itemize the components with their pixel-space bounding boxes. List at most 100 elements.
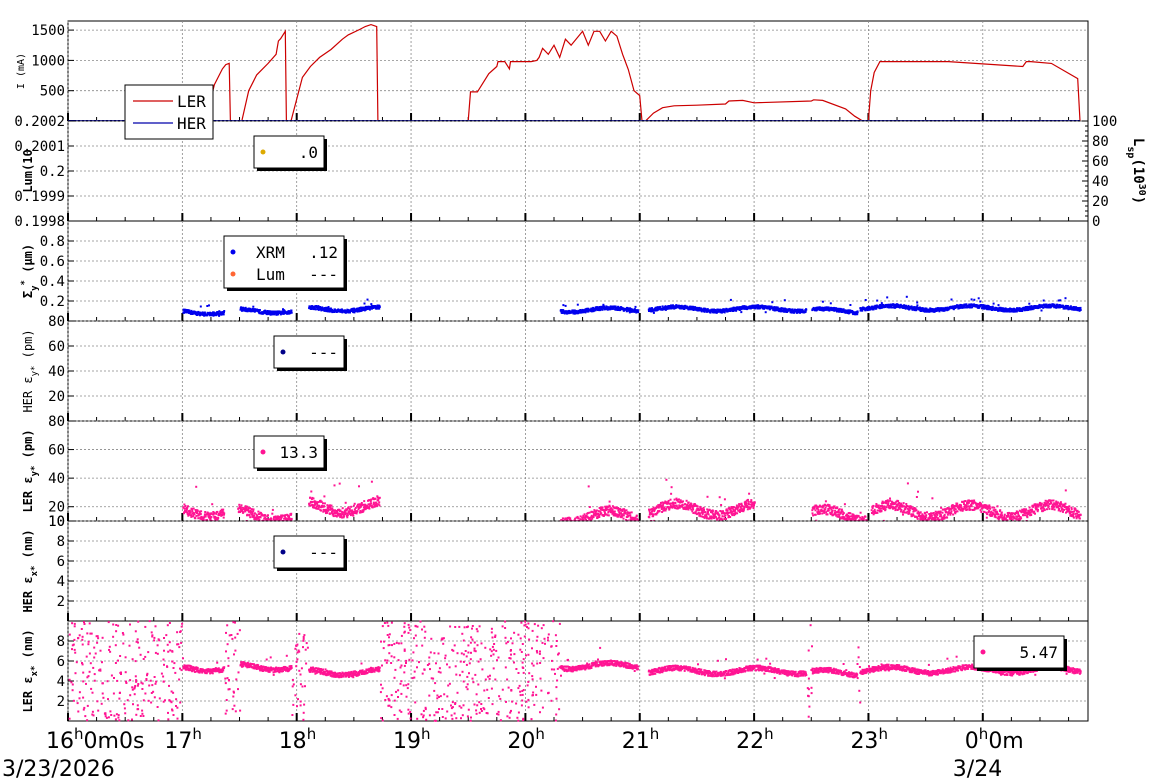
data-point bbox=[942, 307, 945, 310]
data-point bbox=[609, 509, 612, 512]
data-point bbox=[936, 517, 939, 520]
data-point bbox=[348, 510, 351, 513]
data-point bbox=[742, 508, 745, 511]
data-point bbox=[679, 499, 682, 502]
data-point bbox=[312, 497, 315, 500]
legend: .0 bbox=[253, 135, 327, 171]
data-point bbox=[871, 512, 873, 514]
data-point bbox=[985, 506, 987, 509]
data-point bbox=[1028, 308, 1031, 311]
data-point bbox=[965, 509, 968, 511]
data-point bbox=[311, 496, 314, 499]
data-point bbox=[237, 507, 240, 510]
data-point bbox=[290, 309, 293, 312]
data-point bbox=[600, 506, 603, 509]
data-point bbox=[661, 504, 664, 507]
data-point bbox=[662, 503, 665, 506]
data-point bbox=[356, 510, 359, 513]
data-point bbox=[651, 510, 653, 513]
data-point bbox=[337, 514, 340, 517]
data-point bbox=[956, 502, 959, 505]
data-point bbox=[828, 507, 831, 509]
data-point bbox=[679, 501, 682, 504]
data-point bbox=[1008, 310, 1011, 313]
data-point bbox=[939, 515, 941, 518]
data-point bbox=[629, 307, 632, 310]
data-point bbox=[650, 309, 653, 312]
data-point bbox=[848, 518, 851, 521]
data-point bbox=[1012, 512, 1015, 515]
data-point bbox=[891, 505, 894, 508]
data-point bbox=[908, 512, 910, 515]
data-point bbox=[953, 507, 956, 510]
data-point bbox=[950, 512, 953, 515]
data-point bbox=[1047, 303, 1050, 306]
data-point bbox=[1044, 304, 1047, 307]
data-point bbox=[1023, 508, 1026, 511]
data-point bbox=[1043, 509, 1046, 511]
data-point bbox=[257, 516, 260, 519]
data-point bbox=[941, 511, 944, 514]
data-point bbox=[204, 515, 207, 518]
data-point bbox=[258, 519, 261, 522]
data-point bbox=[722, 308, 725, 311]
data-point bbox=[271, 512, 274, 515]
data-point bbox=[197, 311, 200, 314]
data-point bbox=[620, 515, 623, 518]
data-point bbox=[313, 504, 315, 507]
data-point bbox=[310, 308, 313, 310]
data-point bbox=[937, 511, 940, 514]
data-point bbox=[685, 499, 688, 502]
data-point bbox=[1018, 307, 1021, 310]
data-point bbox=[1015, 309, 1018, 312]
data-point bbox=[368, 506, 371, 509]
data-point bbox=[241, 506, 244, 509]
data-point bbox=[586, 512, 589, 515]
data-point bbox=[887, 500, 890, 503]
data-point bbox=[1003, 515, 1006, 518]
data-point bbox=[922, 514, 925, 517]
data-point bbox=[203, 311, 206, 314]
data-point bbox=[188, 509, 191, 512]
data-point bbox=[950, 298, 953, 301]
data-point bbox=[836, 515, 839, 518]
data-point bbox=[608, 500, 611, 503]
data-point bbox=[780, 307, 783, 310]
data-point bbox=[1010, 518, 1013, 521]
data-point bbox=[1010, 516, 1013, 519]
data-point bbox=[314, 500, 317, 503]
data-point bbox=[875, 304, 878, 307]
data-point bbox=[886, 499, 889, 502]
data-point bbox=[1042, 306, 1045, 309]
data-point bbox=[729, 509, 732, 512]
data-point bbox=[987, 506, 990, 509]
data-point bbox=[1069, 307, 1072, 310]
data-point bbox=[1042, 509, 1045, 512]
data-point bbox=[667, 499, 670, 502]
data-point bbox=[963, 506, 966, 509]
y-tick-label: 0.1998 bbox=[14, 214, 65, 230]
data-point bbox=[245, 507, 248, 510]
data-point bbox=[722, 510, 724, 513]
data-point bbox=[198, 513, 201, 516]
data-point bbox=[912, 510, 915, 513]
data-point bbox=[358, 485, 360, 488]
data-point bbox=[925, 307, 928, 310]
data-point bbox=[969, 505, 972, 508]
data-point bbox=[372, 306, 375, 309]
data-point bbox=[801, 308, 804, 311]
data-point bbox=[700, 511, 703, 514]
data-point bbox=[835, 307, 838, 310]
data-point bbox=[935, 516, 938, 518]
data-point bbox=[745, 506, 748, 508]
data-point bbox=[709, 311, 712, 314]
data-point bbox=[812, 514, 815, 517]
data-point bbox=[936, 518, 939, 521]
data-point bbox=[686, 504, 689, 507]
data-point bbox=[1030, 510, 1033, 513]
data-point bbox=[590, 310, 593, 313]
y2-tick-label: 40 bbox=[1092, 174, 1109, 190]
data-point bbox=[344, 309, 347, 312]
data-point bbox=[327, 509, 330, 512]
data-point bbox=[323, 502, 326, 505]
